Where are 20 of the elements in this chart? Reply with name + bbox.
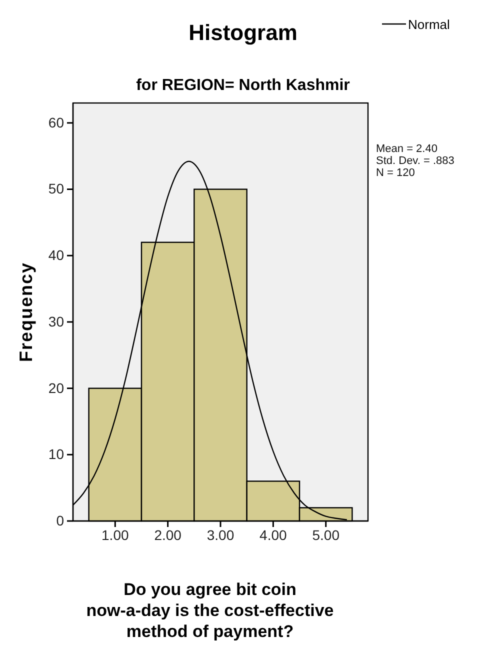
x-tick-label: 2.00 <box>154 526 182 543</box>
legend-label: Normal <box>408 17 450 32</box>
y-axis-title: Frequency <box>16 262 36 362</box>
y-tick-label: 30 <box>48 313 64 330</box>
x-tick-label: 4.00 <box>260 526 288 543</box>
text: Std. Dev. = .883 <box>376 155 454 167</box>
text: N = 120 <box>376 167 415 179</box>
y-tick-label: 0 <box>56 512 64 528</box>
text: Mean = 2.40 <box>376 143 438 155</box>
y-tick-label: 40 <box>48 247 64 264</box>
chart-title: Histogram <box>188 20 298 45</box>
y-tick-label: 20 <box>48 380 64 396</box>
x-axis-title: Do you agree bit coin now-a-day is the cost-effective method of payment? <box>86 580 334 641</box>
y-tick-label: 10 <box>48 446 64 462</box>
y-tick-label: 60 <box>48 114 64 130</box>
x-tick-label: 3.00 <box>206 526 234 543</box>
x-tick-label: 5.00 <box>312 526 340 543</box>
y-tick-label: 50 <box>48 180 64 197</box>
chart-subtitle: for REGION= North Kashmir <box>136 77 350 94</box>
x-tick-label: 1.00 <box>102 526 129 543</box>
